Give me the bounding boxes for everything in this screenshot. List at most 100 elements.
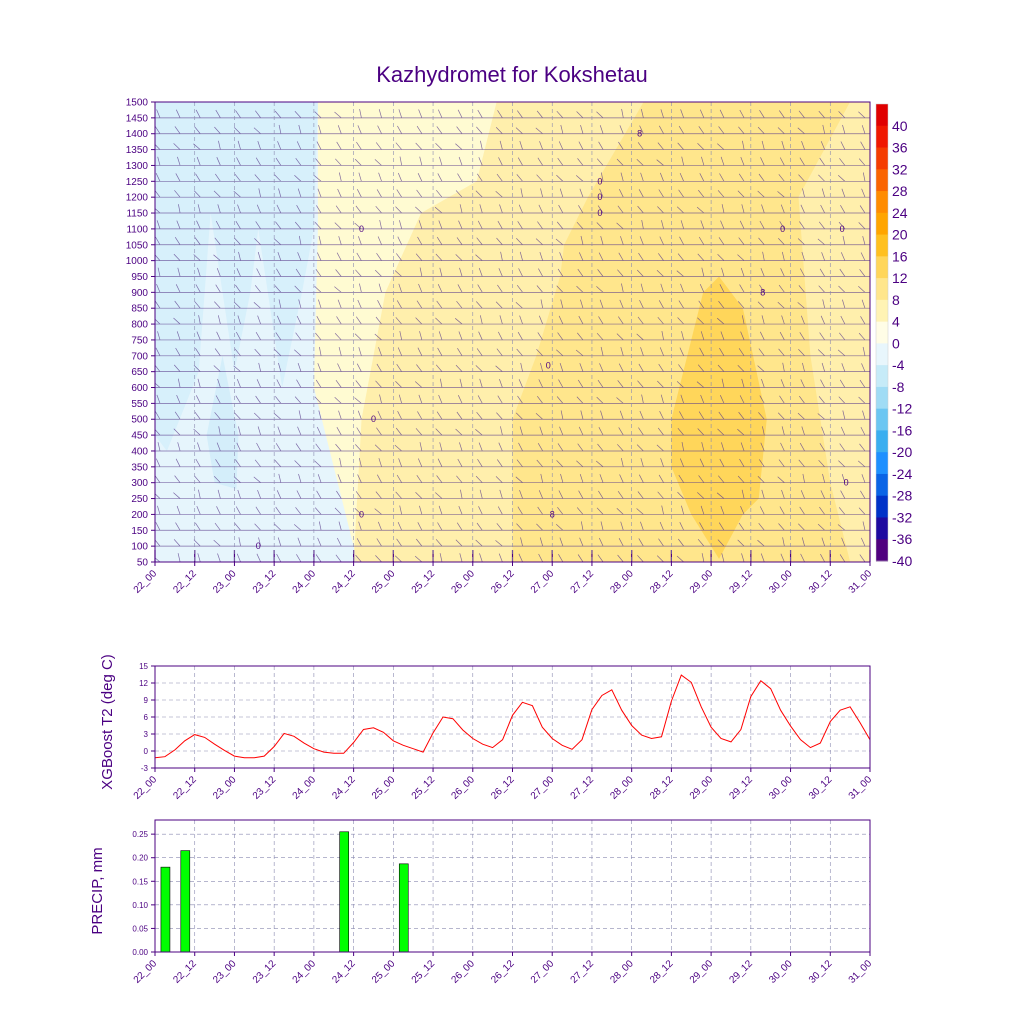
x-tick-label: 29_12	[728, 774, 756, 802]
colorbar-label: 20	[892, 227, 908, 243]
x-tick-label: 29_12	[728, 958, 756, 986]
colorbar-swatch	[876, 517, 888, 540]
colorbar-label: 4	[892, 314, 900, 330]
y-tick-label: 3	[144, 730, 149, 739]
x-tick-label: 24_12	[330, 958, 358, 986]
x-tick-label: 30_00	[767, 568, 795, 596]
x-tick-label: 25_12	[410, 774, 438, 802]
contour-label: 0	[780, 224, 785, 234]
colorbar-swatch	[876, 147, 888, 170]
colorbar-label: 24	[892, 205, 908, 221]
field-region-12-16	[671, 276, 767, 559]
x-tick-label: 27_12	[569, 774, 597, 802]
x-tick-label: 22_12	[171, 568, 199, 596]
wind-barb-row	[155, 102, 870, 103]
x-tick-label: 30_00	[767, 958, 795, 986]
contour-label: 0	[359, 224, 364, 234]
colorbar: 4036322824201612840-4-8-12-16-20-24-28-3…	[875, 103, 912, 569]
colorbar-swatch	[876, 125, 888, 149]
y-tick-label: 700	[131, 351, 148, 362]
colorbar-label: -4	[892, 357, 905, 373]
colorbar-label: 32	[892, 161, 908, 177]
x-tick-label: 24_00	[291, 774, 319, 802]
x-tick-label: 28_00	[608, 568, 636, 596]
x-tick-label: 25_12	[410, 958, 438, 986]
y-tick-label: 600	[131, 383, 148, 394]
y-tick-label: 550	[131, 399, 148, 410]
y-tick-label: 400	[131, 446, 148, 457]
colorbar-label: 8	[892, 292, 900, 308]
y-tick-label: 1400	[126, 129, 149, 140]
y-tick-label: 9	[144, 696, 149, 705]
x-tick-label: 24_12	[330, 774, 358, 802]
colorbar-swatch	[876, 299, 888, 323]
x-tick-label: 24_00	[291, 568, 319, 596]
y-tick-label: 0.05	[132, 924, 148, 933]
contour-label: 0	[371, 414, 376, 424]
colorbar-label: -20	[892, 444, 912, 460]
y-axis-label: PRECIP, mm	[89, 847, 106, 934]
x-tick-label: 29_00	[688, 774, 716, 802]
y-tick-label: 1050	[126, 240, 149, 251]
wind-barb-row	[155, 378, 870, 388]
y-tick-label: 150	[131, 526, 148, 537]
x-tick-label: 23_00	[211, 774, 239, 802]
x-tick-label: 30_12	[807, 568, 835, 596]
y-tick-label: 1500	[126, 98, 149, 109]
contour-label: 0	[844, 478, 849, 488]
colorbar-swatch	[876, 104, 888, 127]
x-tick-label: 31_00	[847, 568, 875, 596]
x-tick-label: 25_00	[370, 568, 398, 596]
x-tick-label: 23_00	[211, 568, 239, 596]
contour-label: 0	[256, 541, 261, 551]
x-tick-label: 23_12	[251, 958, 279, 986]
y-tick-label: 6	[144, 713, 149, 722]
x-tick-label: 27_12	[569, 568, 597, 596]
precip-bar	[339, 831, 349, 953]
contour-label: 0	[546, 360, 551, 370]
y-tick-label: 0.20	[132, 854, 148, 863]
wind-barb-row	[155, 204, 870, 214]
y-tick-label: 0	[144, 747, 149, 756]
y-tick-label: 500	[131, 415, 148, 426]
colorbar-label: 16	[892, 248, 908, 264]
colorbar-swatch	[876, 343, 888, 366]
wind-barb-row	[155, 426, 870, 436]
x-tick-label: 23_12	[251, 568, 279, 596]
colorbar-swatch	[876, 321, 888, 344]
x-tick-label: 27_12	[569, 958, 597, 986]
y-tick-label: 1150	[126, 209, 148, 220]
colorbar-swatch	[876, 169, 888, 192]
y-tick-label: 650	[131, 367, 148, 378]
x-tick-label: 30_12	[807, 958, 835, 986]
precip-bar	[180, 850, 191, 953]
x-tick-label: 30_00	[767, 774, 795, 802]
colorbar-swatch	[876, 234, 888, 257]
y-tick-label: 0.10	[132, 901, 148, 910]
colorbar-label: 12	[892, 270, 908, 286]
y-tick-label: 0.25	[132, 830, 148, 839]
y-tick-label: 1100	[126, 224, 148, 235]
colorbar-swatch	[876, 408, 888, 431]
x-tick-label: 27_00	[529, 774, 557, 802]
x-tick-label: 24_00	[291, 958, 319, 986]
colorbar-frame	[875, 103, 889, 562]
wind-barb-row	[155, 140, 870, 150]
x-tick-label: 26_00	[449, 958, 477, 986]
y-tick-label: 1300	[126, 161, 149, 172]
y-tick-label: 850	[131, 304, 148, 315]
x-tick-label: 25_12	[410, 568, 438, 596]
x-tick-label: 28_12	[648, 568, 676, 596]
colorbar-swatch	[876, 256, 888, 279]
colorbar-label: 0	[892, 335, 900, 351]
x-tick-label: 26_12	[489, 568, 517, 596]
colorbar-swatch	[876, 191, 888, 214]
x-tick-label: 26_12	[489, 774, 517, 802]
y-tick-label: 200	[131, 510, 148, 521]
y-tick-label: 250	[131, 494, 148, 505]
y-tick-label: 1450	[126, 113, 149, 124]
y-tick-label: 0.00	[132, 948, 148, 957]
